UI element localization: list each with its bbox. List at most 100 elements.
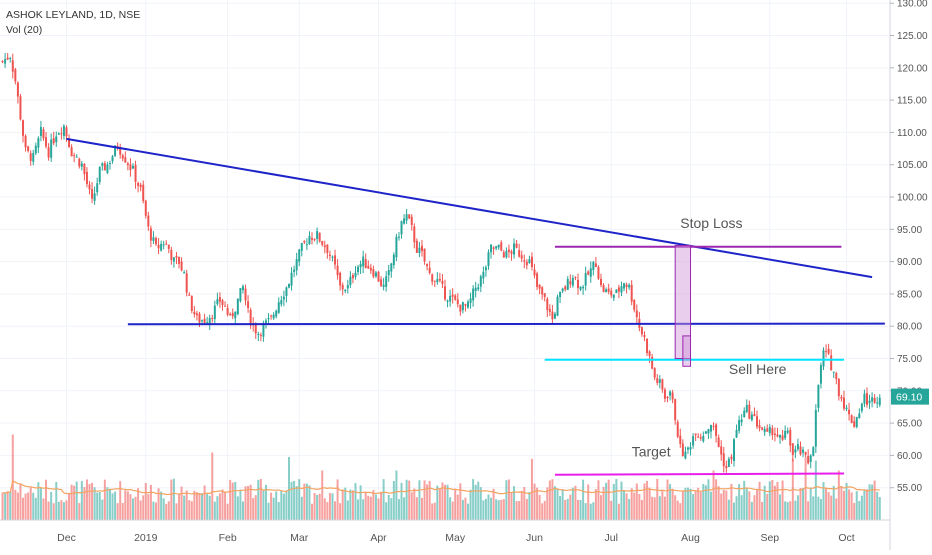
- candle-body: [812, 447, 815, 456]
- candle: [702, 431, 705, 443]
- candle: [495, 245, 498, 251]
- candle-body: [203, 318, 206, 323]
- price-axis[interactable]: 130.00 125.00 120.00 115.00 110.00 105.00 100.…: [889, 0, 929, 550]
- volume-bar: [571, 487, 574, 520]
- candle-body: [34, 145, 37, 154]
- candle: [415, 238, 418, 254]
- candle-body: [497, 244, 500, 248]
- candle-body: [362, 256, 365, 267]
- candle-body: [459, 304, 462, 312]
- volume-bar: [121, 502, 124, 520]
- volume-bar: [334, 501, 337, 520]
- candle-body: [656, 378, 659, 383]
- candle-body: [548, 308, 551, 312]
- volume-bar: [640, 499, 643, 520]
- volume-bar: [387, 494, 390, 520]
- candle-body: [178, 256, 181, 264]
- candle-body: [610, 290, 613, 296]
- candle-body: [594, 263, 597, 268]
- volume-bar: [73, 485, 76, 520]
- volume-bar: [326, 502, 329, 520]
- volume-bar: [262, 489, 265, 520]
- volume-bar: [195, 492, 198, 520]
- candle: [155, 236, 158, 246]
- volume-bar: [226, 503, 229, 520]
- candle-body: [226, 307, 229, 315]
- volume-bar: [351, 490, 354, 520]
- volume-bar: [316, 494, 319, 520]
- candle: [293, 265, 296, 278]
- volume-bar: [308, 485, 311, 520]
- volume-bar: [275, 491, 278, 520]
- candle: [623, 282, 626, 292]
- candle-body: [428, 267, 431, 273]
- volume-bar: [781, 480, 784, 520]
- candle-body: [536, 273, 539, 287]
- candle-body: [380, 279, 383, 286]
- volume-bar: [528, 492, 531, 520]
- volume-bar: [523, 487, 526, 520]
- volume-bar: [663, 496, 666, 520]
- volume-bar: [374, 494, 377, 520]
- entry-box: [682, 335, 692, 367]
- volume-bar: [500, 499, 503, 520]
- candle-body: [676, 422, 679, 437]
- candle: [671, 389, 674, 404]
- candle: [492, 246, 495, 255]
- candle: [648, 350, 651, 364]
- annotations[interactable]: Stop Loss Sell Here Target: [66, 137, 885, 476]
- candle-body: [134, 164, 137, 182]
- candle-body: [387, 270, 390, 276]
- volume-bar: [277, 502, 280, 520]
- volume-bar: [344, 487, 347, 520]
- candle: [52, 131, 55, 146]
- candle: [316, 227, 319, 245]
- candle: [533, 264, 536, 279]
- volume-bar: [848, 489, 851, 520]
- volume-bar: [433, 502, 436, 520]
- candle: [428, 260, 431, 275]
- candle: [62, 124, 65, 140]
- candle-body: [185, 273, 188, 293]
- volume-bar: [745, 488, 748, 520]
- time-axis[interactable]: Dec 2019 Feb Mar Apr May Jun Jul Aug Sep Oct: [0, 519, 890, 544]
- volume-bar: [229, 479, 232, 520]
- volume-bar: [533, 483, 536, 520]
- candle-body: [78, 158, 81, 167]
- volume-bar: [119, 481, 122, 520]
- candle-body: [172, 257, 175, 262]
- volume-bar: [840, 486, 843, 520]
- candle: [633, 299, 636, 313]
- candle: [684, 446, 687, 460]
- volume-bar: [794, 500, 797, 520]
- candle-body: [420, 245, 423, 252]
- candle-body: [55, 136, 58, 143]
- candle-body: [541, 287, 544, 295]
- volume-bar: [876, 491, 879, 520]
- volume-bar: [615, 478, 618, 520]
- candle: [715, 423, 718, 443]
- volume-bar: [704, 485, 707, 520]
- candle-body: [80, 163, 83, 167]
- candle-body: [855, 416, 858, 428]
- candle: [559, 291, 562, 303]
- candle: [249, 307, 252, 329]
- candle: [152, 231, 155, 244]
- candle-body: [45, 137, 48, 147]
- volume-bar: [42, 498, 45, 520]
- candle: [390, 262, 393, 278]
- candle-body: [57, 133, 60, 135]
- candle-body: [495, 246, 498, 249]
- candle-body: [83, 163, 86, 175]
- candle-body: [814, 410, 817, 447]
- candle: [183, 270, 186, 274]
- volume-bar: [270, 492, 273, 520]
- candle: [515, 239, 518, 249]
- volume-bar: [372, 490, 375, 520]
- candle-body: [789, 429, 792, 446]
- volume-bar: [267, 502, 270, 520]
- price-tick-label: 110.00: [897, 128, 927, 139]
- candle-body: [837, 378, 840, 397]
